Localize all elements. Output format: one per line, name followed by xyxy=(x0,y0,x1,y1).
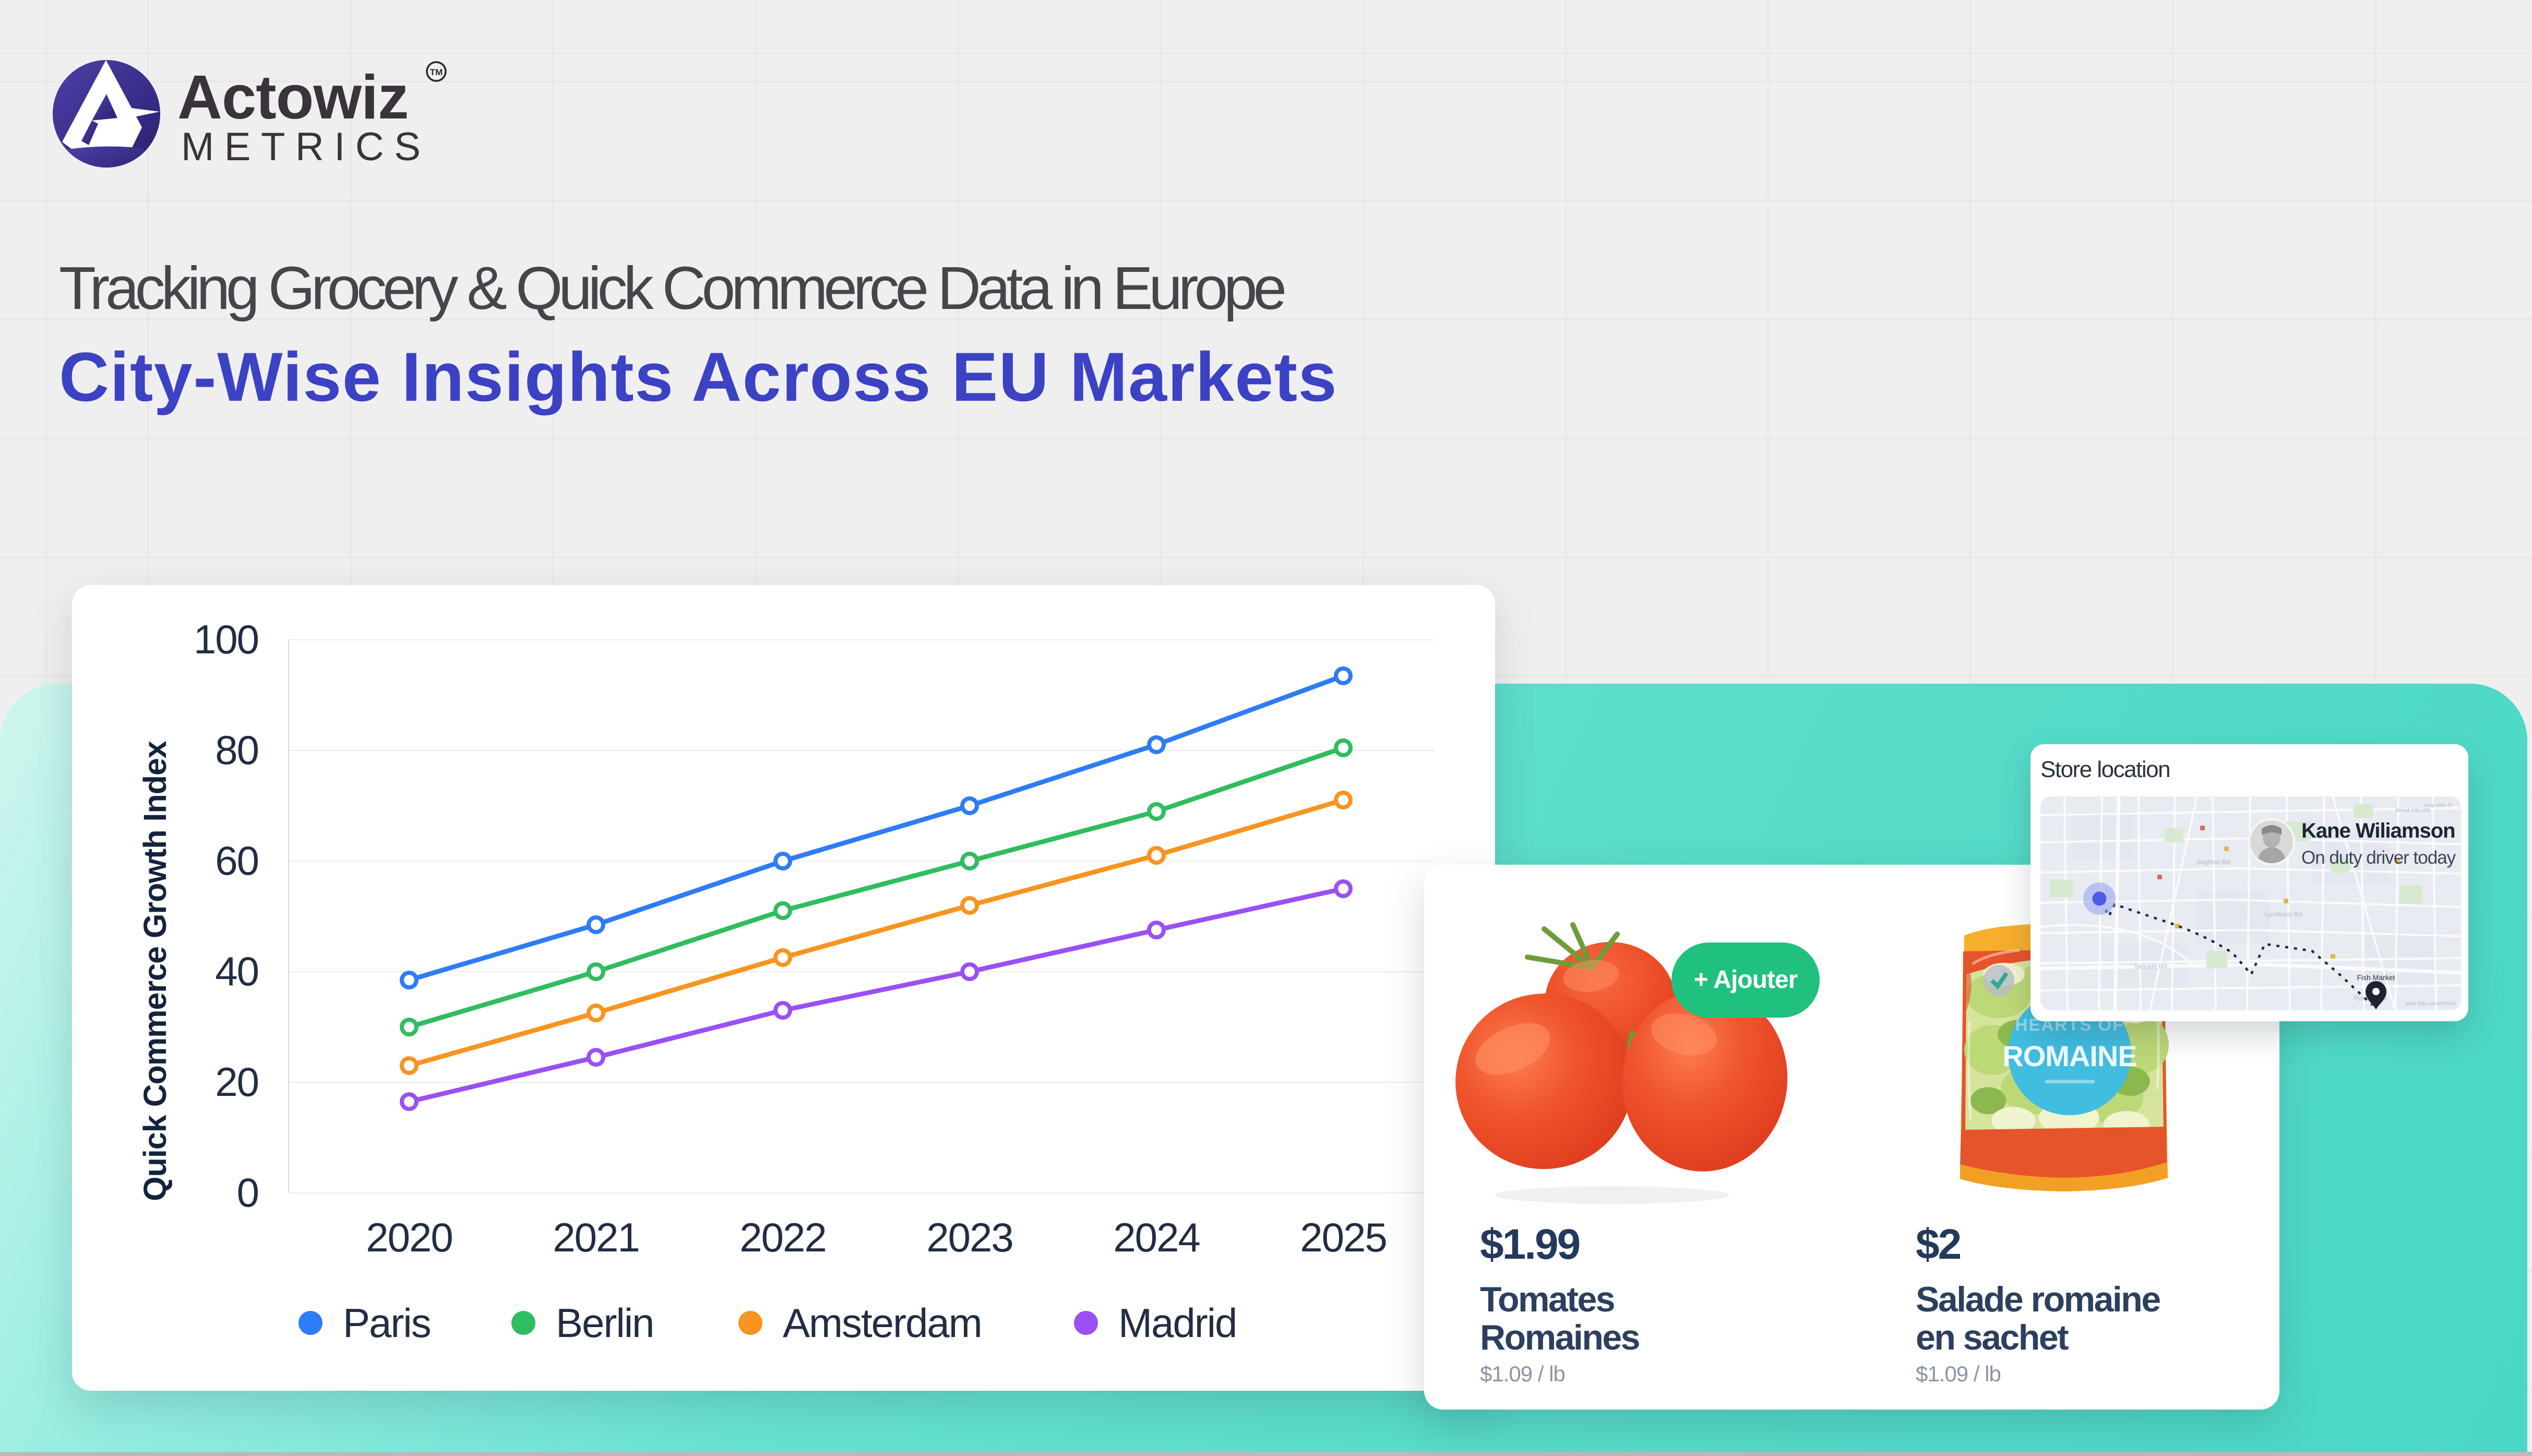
svg-text:Brighton Rd: Brighton Rd xyxy=(2197,858,2230,866)
svg-text:2021: 2021 xyxy=(553,1214,639,1260)
svg-text:Actowiz: Actowiz xyxy=(177,63,409,132)
svg-text:20: 20 xyxy=(215,1059,258,1105)
svg-text:Map data contributors: Map data contributors xyxy=(2406,1001,2456,1007)
svg-text:2020: 2020 xyxy=(366,1214,452,1260)
svg-text:Madrid: Madrid xyxy=(1118,1300,1236,1346)
svg-text:0: 0 xyxy=(237,1169,258,1215)
svg-text:TM: TM xyxy=(430,67,443,77)
svg-text:Lyndhurst Rd: Lyndhurst Rd xyxy=(2265,911,2302,918)
svg-text:Kane Wiliamson: Kane Wiliamson xyxy=(2301,819,2455,842)
svg-text:2024: 2024 xyxy=(1113,1214,1200,1260)
svg-text:2023: 2023 xyxy=(926,1214,1013,1260)
svg-text:2025: 2025 xyxy=(1300,1214,1387,1260)
svg-text:map data ©: map data © xyxy=(2424,803,2452,808)
svg-text:Berlin: Berlin xyxy=(556,1300,653,1346)
svg-text:METRICS: METRICS xyxy=(181,125,431,169)
svg-text:60: 60 xyxy=(215,838,258,884)
svg-text:Amsterdam: Amsterdam xyxy=(783,1300,982,1346)
svg-text:100: 100 xyxy=(194,616,258,662)
svg-text:On duty driver today: On duty driver today xyxy=(2301,848,2456,868)
svg-text:West Hill Rd: West Hill Rd xyxy=(2395,806,2430,814)
svg-text:40: 40 xyxy=(215,948,258,994)
svg-text:Quick Commerce Growth Index: Quick Commerce Growth Index xyxy=(137,741,173,1201)
svg-text:80: 80 xyxy=(215,727,258,773)
svg-text:Seaside Rd: Seaside Rd xyxy=(2134,963,2167,970)
svg-text:ROMAINE: ROMAINE xyxy=(2002,1040,2136,1072)
svg-text:Paris: Paris xyxy=(343,1300,431,1346)
svg-text:2022: 2022 xyxy=(739,1214,826,1260)
svg-text:Fish Market: Fish Market xyxy=(2357,973,2395,982)
